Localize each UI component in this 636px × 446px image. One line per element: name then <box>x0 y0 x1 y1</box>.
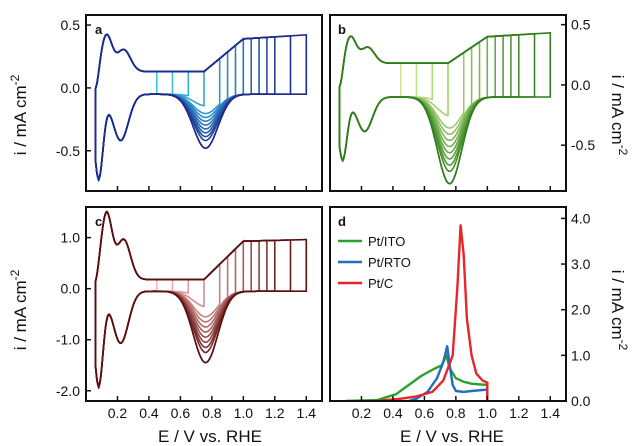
x-tick-label-c-3: 0.8 <box>202 405 222 421</box>
x-tick-label-c-6: 1.4 <box>297 405 317 421</box>
y-tick-label-d-4: 4.0 <box>571 210 591 226</box>
legend-label-1: Pt/RTO <box>368 255 411 270</box>
y-tick-label-a-0: 0.5 <box>61 17 81 33</box>
panel-a: 0.5 0.0 -0.5 <box>56 14 323 192</box>
y-tick-label-d-3: 3.0 <box>571 256 591 272</box>
y-tick-label-b-2: -0.5 <box>571 137 595 153</box>
x-tick-label-d-2: 0.6 <box>415 405 435 421</box>
frame-c <box>85 206 323 402</box>
y-tick-label-d-1: 1.0 <box>571 347 591 363</box>
legend-label-2: Pt/C <box>368 276 393 291</box>
cv-curve-c-12 <box>94 210 292 390</box>
x-tick-label-c-2: 0.6 <box>171 405 191 421</box>
panel-d: Pt/ITO Pt/RTO Pt/C 0.0 1.0 2.0 3.0 4.0 0.2 0.4 0.6… <box>329 206 591 421</box>
y-tick-label-c-3: -2.0 <box>56 383 80 399</box>
cv-curve-b-4 <box>338 35 465 162</box>
cv-curve-a-6 <box>94 33 237 181</box>
cv-curve-a-10 <box>94 33 268 181</box>
x-tick-label-d-3: 0.8 <box>446 405 466 421</box>
x-tick-label-d-4: 1.0 <box>478 405 498 421</box>
panel-c: 1.0 0.0 -1.0 -2.0 0.2 0.4 0.6 0.8 1.0 1.2 1.4 <box>56 206 323 421</box>
y-tick-label-b-1: 0.0 <box>571 77 591 93</box>
cv-curve-c-2 <box>94 210 190 389</box>
frame-d <box>329 206 567 402</box>
y-axis-label-right-top: i / mA cm-2 <box>608 75 630 156</box>
x-axis-label-left: E / V vs. RHE <box>158 427 262 446</box>
series-line-pt-c <box>377 224 489 401</box>
cv-curve-a-0 <box>94 33 158 181</box>
cv-curve-c-0 <box>94 210 158 388</box>
y-axis-label-right-bottom: i / mA cm-2 <box>608 270 630 351</box>
y-tick-label-a-2: -0.5 <box>56 143 80 159</box>
cv-curve-a-7 <box>94 33 245 181</box>
frame-b <box>329 14 567 192</box>
panel-letter-a: a <box>95 22 103 37</box>
cv-curve-a-4 <box>94 33 221 182</box>
cv-curve-a-13 <box>94 33 308 182</box>
frame-a <box>85 14 323 192</box>
x-tick-label-c-5: 1.2 <box>265 405 285 421</box>
plot-area-d <box>345 224 489 401</box>
x-tick-label-d-0: 0.2 <box>352 405 372 421</box>
y-tick-label-d-0: 0.0 <box>571 393 591 409</box>
y-axis-label-left-bottom: i / mA cm-2 <box>8 269 30 350</box>
plot-area-b <box>338 31 552 185</box>
x-tick-label-c-4: 1.0 <box>234 405 254 421</box>
y-tick-label-d-2: 2.0 <box>571 302 591 318</box>
x-tick-label-c-0: 0.2 <box>108 405 128 421</box>
cv-curve-c-8 <box>94 210 252 387</box>
series-line-pt-ito <box>345 354 489 401</box>
cv-curve-b-0 <box>338 35 402 162</box>
cv-curve-b-5 <box>338 35 473 162</box>
y-tick-label-c-2: -1.0 <box>56 332 80 348</box>
x-tick-label-d-5: 1.2 <box>509 405 529 421</box>
y-tick-label-c-0: 1.0 <box>61 230 81 246</box>
x-tick-label-c-1: 0.4 <box>139 405 159 421</box>
cv-curve-a-2 <box>94 33 190 181</box>
legend-label-0: Pt/ITO <box>368 234 405 249</box>
cv-curve-c-6 <box>94 210 237 389</box>
cv-curve-a-5 <box>94 33 229 182</box>
x-axis-label-right: E / V vs. RHE <box>400 427 504 446</box>
panel-letter-b: b <box>338 22 346 37</box>
x-tick-label-d-1: 0.4 <box>383 405 403 421</box>
y-tick-label-c-1: 0.0 <box>61 281 81 297</box>
cv-curve-b-11 <box>338 33 520 173</box>
cv-curve-c-13 <box>94 211 308 390</box>
cv-curve-c-9 <box>94 210 260 388</box>
y-tick-label-b-0: 0.5 <box>571 17 591 33</box>
cv-curve-c-7 <box>94 210 245 388</box>
cv-curve-b-13 <box>338 31 552 185</box>
y-axis-label-left-top: i / mA cm-2 <box>8 74 30 155</box>
panel-letter-d: d <box>338 214 346 229</box>
y-tick-label-a-1: 0.0 <box>61 80 81 96</box>
plot-area-c <box>94 210 308 390</box>
panel-b: 0.5 0.0 -0.5 <box>329 14 595 192</box>
x-tick-label-d-6: 1.4 <box>541 405 561 421</box>
panel-letter-c: c <box>95 214 102 229</box>
cv-curve-a-9 <box>94 33 260 181</box>
cv-curve-c-1 <box>94 210 174 388</box>
cv-curve-b-1 <box>338 35 418 162</box>
plot-area-a <box>94 33 308 183</box>
